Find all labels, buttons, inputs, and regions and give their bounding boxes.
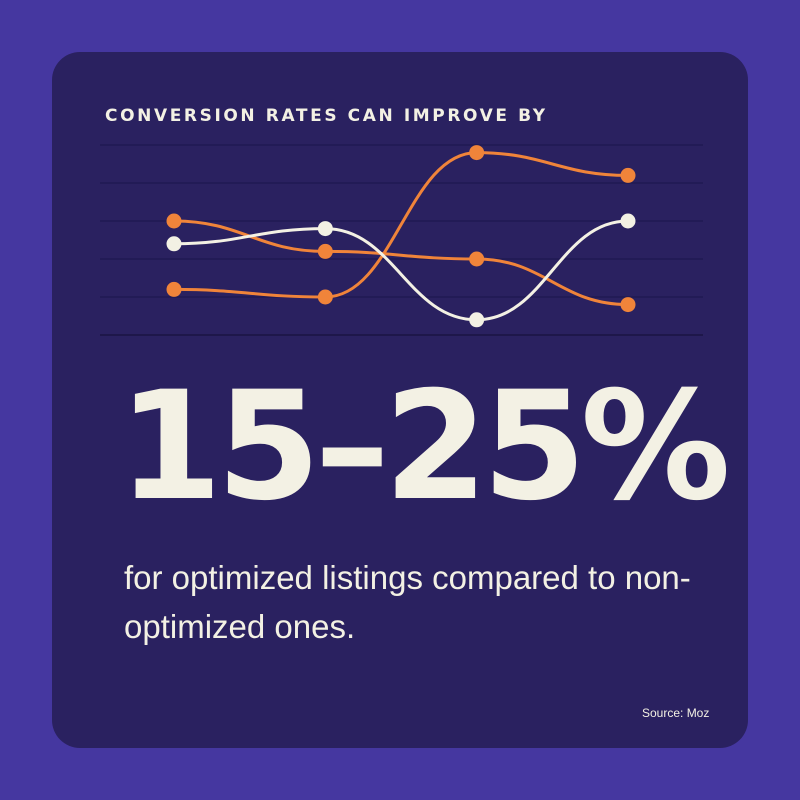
data-point	[166, 281, 182, 297]
data-point	[469, 312, 485, 328]
series-line-3	[173, 219, 629, 322]
data-point	[469, 251, 485, 267]
infographic-card	[52, 52, 748, 748]
data-point	[620, 297, 636, 313]
source-note: Source: Moz	[642, 706, 710, 720]
data-point	[166, 236, 182, 252]
data-point	[620, 213, 636, 229]
stat-description: for optimized listings compared to non-o…	[124, 559, 691, 645]
data-point	[620, 167, 636, 183]
series-line-2	[173, 151, 629, 299]
heading: CONVERSION RATES CAN IMPROVE BY	[105, 106, 548, 126]
data-point	[317, 289, 333, 305]
data-point	[166, 213, 182, 229]
stat-value: 15–25%	[118, 360, 731, 534]
data-point	[317, 221, 333, 237]
data-point	[317, 243, 333, 259]
data-point	[469, 145, 485, 161]
